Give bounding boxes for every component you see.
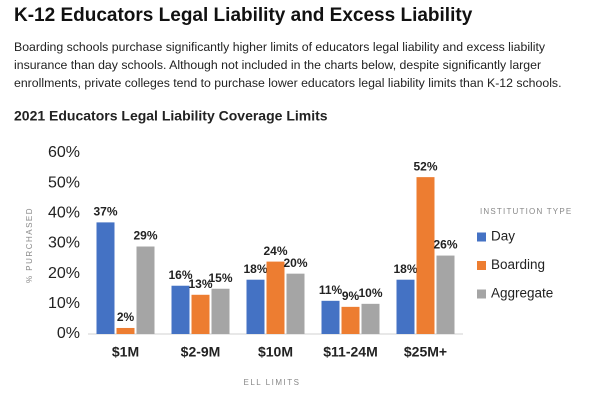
data-label: 29% [133, 229, 157, 243]
y-tick-label: 60% [48, 144, 80, 161]
y-tick-label: 40% [48, 205, 80, 222]
data-label: 37% [93, 205, 117, 219]
bar [361, 303, 380, 334]
paragraph-line: insurance than day schools. Although not… [14, 58, 542, 72]
bar [191, 294, 210, 334]
bar [396, 279, 415, 334]
data-label: 20% [283, 256, 307, 270]
bar [266, 261, 285, 334]
x-tick-label: $10M [258, 344, 293, 360]
bar [436, 255, 455, 334]
y-tick-label: 0% [57, 325, 80, 342]
legend-label: Aggregate [491, 286, 553, 301]
legend-label: Day [491, 229, 515, 244]
x-tick-label: $25M+ [404, 344, 447, 360]
bar [286, 273, 305, 334]
data-label: 16% [168, 268, 192, 282]
legend-swatch [477, 289, 486, 299]
bar [246, 279, 265, 334]
paragraph-line: enrollments, private colleges tend to pu… [14, 76, 562, 90]
y-tick-label: 20% [48, 265, 80, 282]
paragraph-line: Boarding schools purchase significantly … [14, 40, 546, 54]
x-tick-label: $1M [112, 344, 139, 360]
x-axis-label: ELL LIMITS [244, 378, 301, 387]
chart-title: 2021 Educators Legal Liability Coverage … [14, 108, 328, 124]
legend-label: Boarding [491, 257, 545, 272]
data-label: 2% [117, 310, 135, 324]
bar [96, 222, 115, 334]
data-label: 52% [413, 159, 437, 173]
bar [321, 300, 340, 334]
data-label: 18% [393, 262, 417, 276]
legend-title: INSTITUTION TYPE [480, 207, 572, 216]
bar [341, 306, 360, 334]
y-tick-label: 10% [48, 295, 80, 312]
y-tick-label: 50% [48, 174, 80, 191]
bar [416, 177, 435, 334]
bar [116, 327, 135, 334]
data-label: 15% [208, 271, 232, 285]
data-label: 11% [319, 283, 343, 297]
x-tick-label: $2-9M [181, 344, 221, 360]
data-label: 10% [358, 286, 382, 300]
bar [171, 285, 190, 334]
data-label: 9% [342, 289, 360, 303]
data-label: 26% [433, 238, 457, 252]
legend-swatch [477, 232, 486, 242]
bar [211, 288, 230, 334]
x-tick-label: $11-24M [323, 344, 377, 360]
data-label: 18% [243, 262, 267, 276]
bar [136, 246, 155, 334]
y-axis-label: % PURCHASED [25, 207, 34, 283]
page-title: K-12 Educators Legal Liability and Exces… [14, 5, 473, 26]
data-label: 13% [188, 277, 212, 291]
y-tick-label: 30% [48, 235, 80, 252]
data-label: 24% [263, 244, 287, 258]
legend-swatch [477, 261, 486, 270]
